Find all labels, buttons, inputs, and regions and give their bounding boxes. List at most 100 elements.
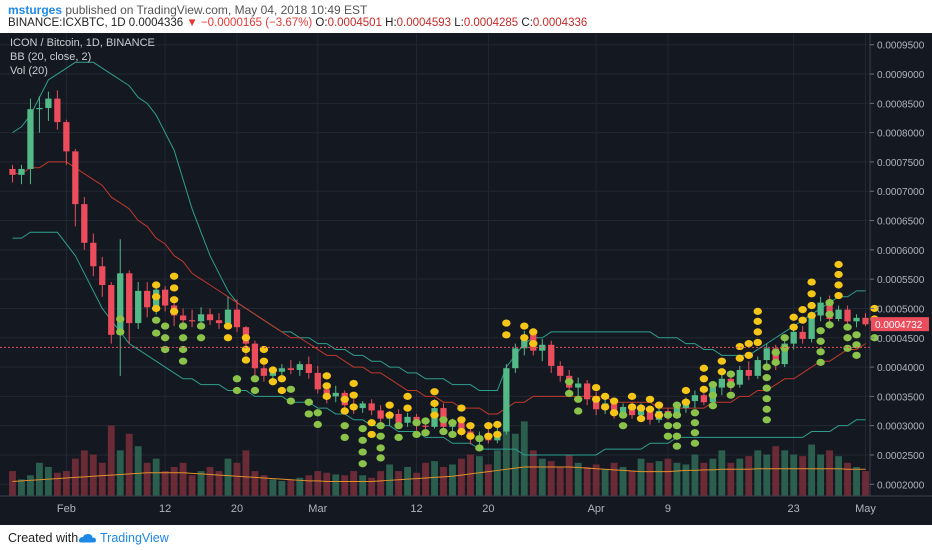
volume-bars <box>9 413 869 496</box>
volume-bar <box>844 462 851 496</box>
signal-dot-green <box>358 448 367 456</box>
signal-dot-yellow <box>223 334 233 342</box>
bollinger-bands <box>12 61 866 456</box>
signal-dot-green <box>726 391 736 399</box>
price-chart[interactable]: 0.0002000 0.0002500 0.0003000 0.0003500 0.00… <box>0 33 932 525</box>
signal-dot-yellow <box>645 405 655 413</box>
signal-dot-yellow <box>834 270 843 279</box>
signal-dot-green <box>421 429 430 437</box>
signal-dot-yellow <box>744 351 753 359</box>
signal-dot-yellow <box>457 416 466 424</box>
volume-bar <box>296 477 304 496</box>
volume-bar <box>610 462 618 496</box>
candle-body <box>521 334 528 349</box>
chart-area[interactable]: 0.0002000 0.0002500 0.0003000 0.0003500 0.00… <box>0 33 932 525</box>
signal-dot-yellow <box>457 404 466 412</box>
volume-bar <box>269 479 277 496</box>
candle-body <box>610 403 618 413</box>
volume-bar <box>493 450 501 496</box>
y-tick-label: 0.0009500 <box>877 41 925 52</box>
candle-body <box>197 314 205 322</box>
x-tick-label: 12 <box>159 503 171 515</box>
candle-body <box>718 378 725 388</box>
y-tick-label: 0.0004500 <box>877 334 925 345</box>
candle-body <box>314 372 321 390</box>
signal-dot-yellow <box>322 392 331 400</box>
candle-body <box>835 309 842 320</box>
signal-dot-yellow <box>753 328 762 336</box>
signal-dot-yellow <box>493 420 502 429</box>
signal-dot-yellow <box>484 422 493 430</box>
volume-bar <box>565 454 573 496</box>
low-value: 0.0004285 <box>463 17 519 29</box>
volume-bar <box>152 458 160 496</box>
volume-bar <box>664 458 672 496</box>
volume-bar <box>556 466 564 496</box>
volume-bar <box>89 454 97 496</box>
signal-dot-yellow <box>609 397 619 405</box>
volume-bar <box>799 456 807 496</box>
tradingview-cloud-icon <box>79 534 96 543</box>
signal-dot-yellow <box>807 290 816 298</box>
signal-dot-yellow <box>789 313 798 321</box>
symbol-label: BINANCE:ICXBTC, 1D <box>8 17 126 29</box>
signal-dot-yellow <box>484 432 493 440</box>
volume-bar <box>242 450 250 496</box>
signal-dot-green <box>870 334 879 342</box>
signal-dot-green <box>151 316 161 324</box>
candle-body <box>799 331 806 339</box>
volume-bar <box>125 433 133 496</box>
signal-dot-green <box>825 321 834 329</box>
signal-dot-yellow <box>169 272 179 280</box>
volume-bar <box>790 454 798 496</box>
candle-body <box>135 290 142 324</box>
signal-dot-green <box>439 416 448 424</box>
signal-dot-green <box>160 334 170 342</box>
candle-body <box>108 285 115 335</box>
signal-dot-green <box>762 363 771 371</box>
volume-bar <box>27 475 34 496</box>
signal-dot-yellow <box>385 411 394 419</box>
y-tick-label: 0.0005500 <box>877 275 925 286</box>
volume-bar <box>754 450 762 496</box>
signal-dot-yellow <box>654 411 664 419</box>
signal-dot-yellow <box>367 419 376 427</box>
candle-body <box>736 369 743 385</box>
candle-body <box>45 98 52 109</box>
signal-dot-green <box>663 432 673 440</box>
signal-dot-green <box>762 405 771 413</box>
bb-lower-line <box>12 231 866 456</box>
volume-bar <box>574 462 582 496</box>
signal-dot-green <box>340 433 349 441</box>
volume-bar <box>179 462 187 496</box>
signal-dot-green <box>313 420 322 429</box>
author-link[interactable]: msturges <box>8 3 63 17</box>
signal-dot-green <box>358 436 367 444</box>
y-tick-label: 0.0005000 <box>877 304 925 315</box>
signal-dot-green <box>394 433 403 441</box>
volume-bar <box>628 471 636 496</box>
volume-bar <box>323 472 331 496</box>
signal-dot-green <box>394 422 403 430</box>
volume-bar <box>826 450 834 496</box>
signal-dot-yellow <box>627 403 637 411</box>
volume-bar <box>808 444 816 496</box>
signal-dot-green <box>448 419 457 427</box>
volume-bar <box>9 471 16 496</box>
candle-body <box>72 151 79 205</box>
volume-bar <box>691 454 699 496</box>
signal-dot-yellow <box>151 304 161 313</box>
signal-dot-green <box>116 328 125 336</box>
candle-body <box>422 425 429 427</box>
x-tick-label: 9 <box>665 503 671 515</box>
signal-dot-green <box>196 322 206 330</box>
candle-body <box>81 204 88 243</box>
signal-dot-green <box>376 432 385 440</box>
candle-body <box>296 364 303 370</box>
signal-dot-green <box>816 327 825 335</box>
candle-body <box>305 364 312 373</box>
volume-bar <box>395 471 403 496</box>
volume-bar <box>673 462 681 496</box>
signal-dot-green <box>762 395 771 403</box>
tradingview-logo[interactable]: TradingView <box>77 531 169 545</box>
